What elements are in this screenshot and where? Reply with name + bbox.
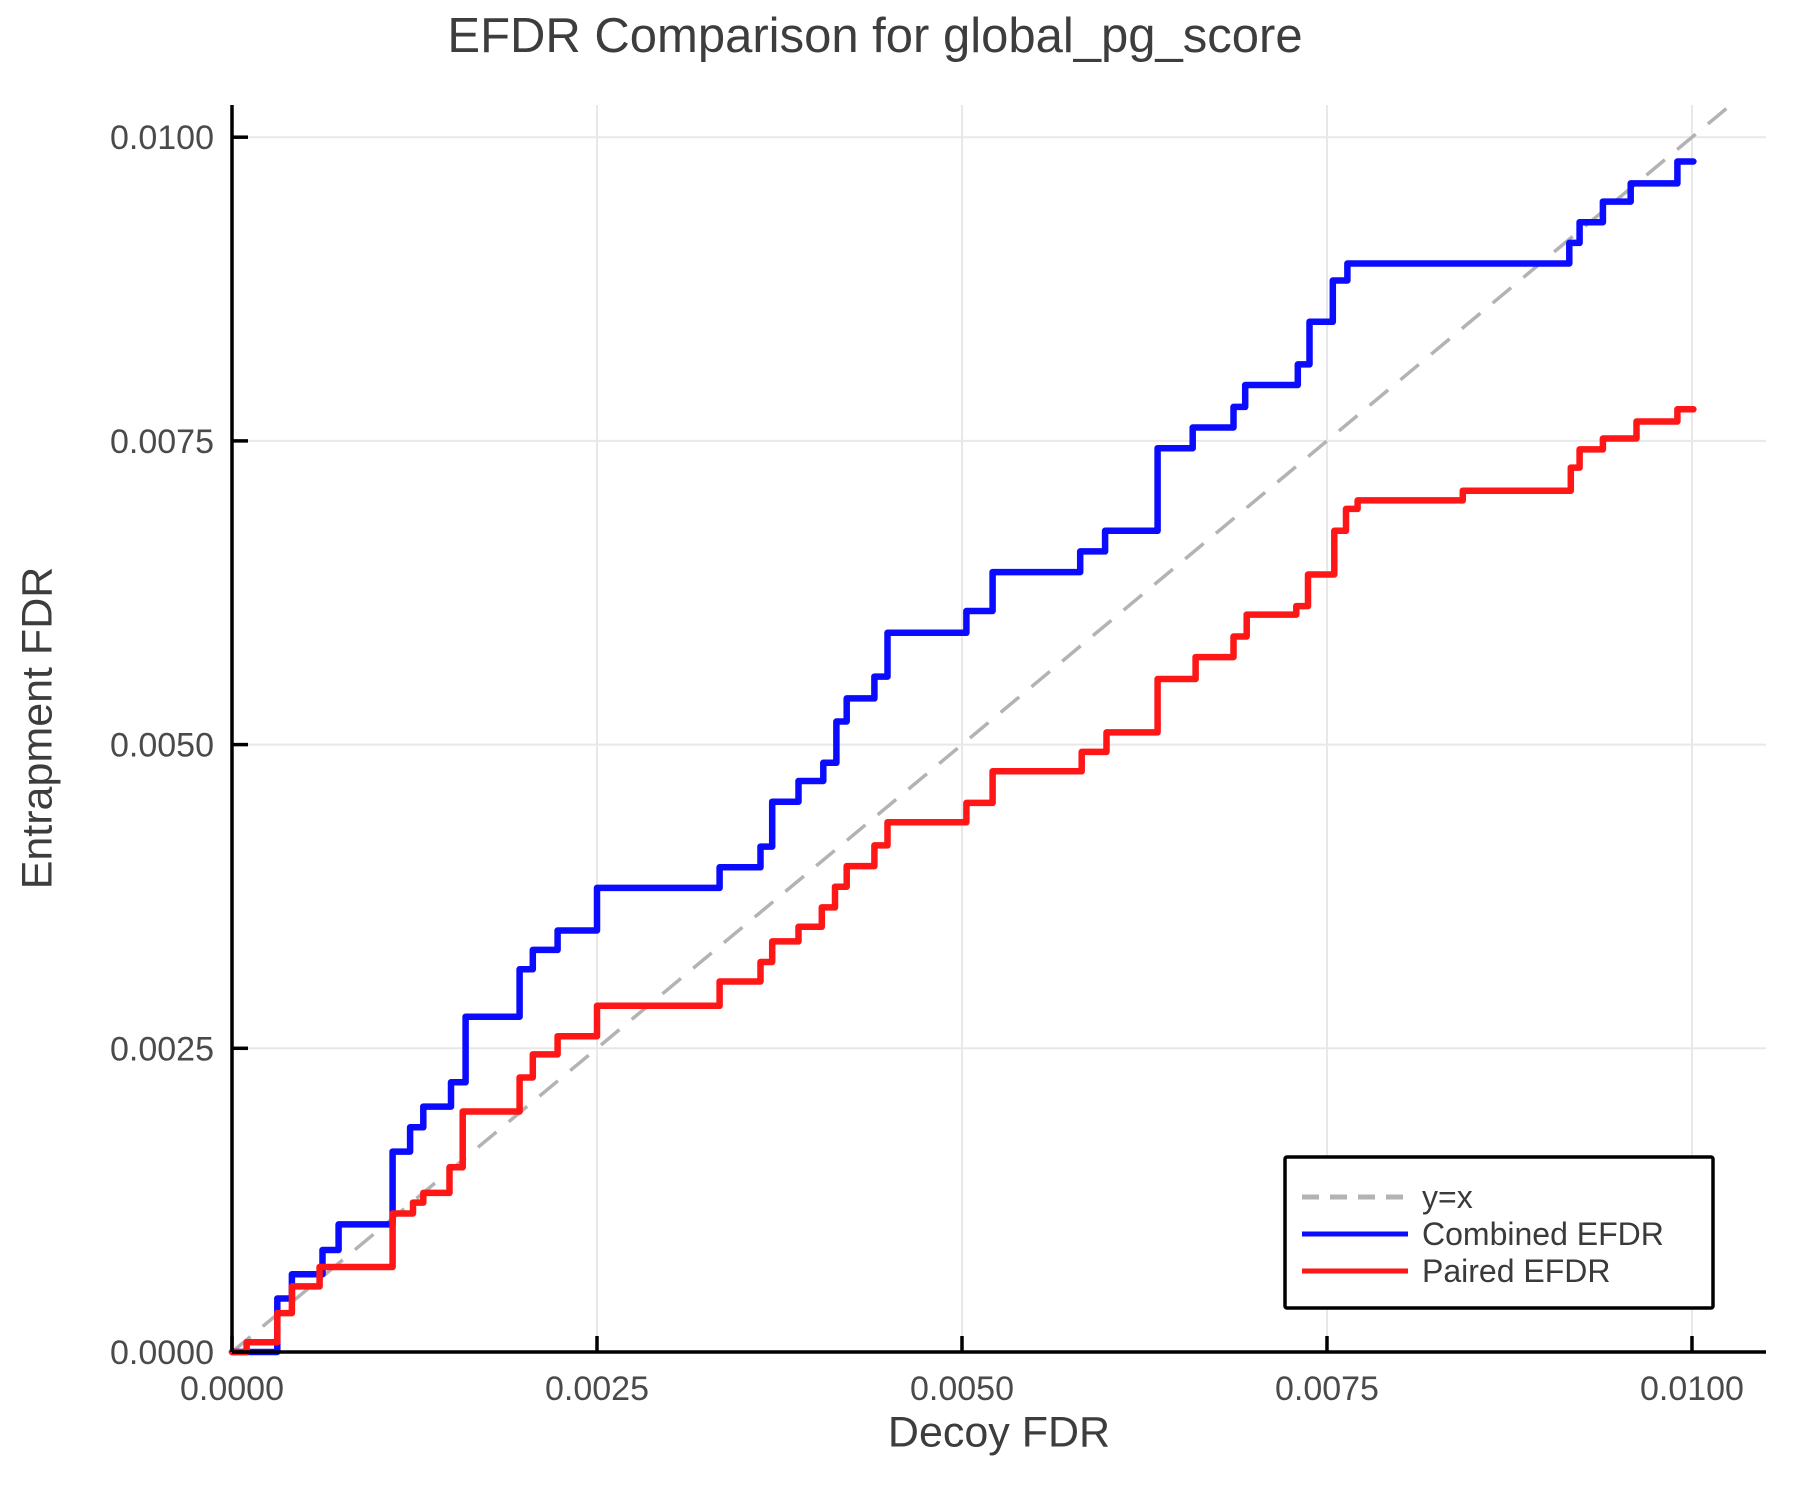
y-tick-label: 0.0100	[110, 119, 214, 157]
paired-efdr-line	[228, 406, 1697, 1356]
legend-item-label: Paired EFDR	[1422, 1253, 1611, 1289]
y-tick-label: 0.0075	[110, 423, 214, 461]
x-tick-label: 0.0000	[180, 1370, 284, 1408]
x-tick-label: 0.0025	[545, 1370, 649, 1408]
legend-item-label: y=x	[1422, 1179, 1473, 1215]
x-tick-label: 0.0075	[1275, 1370, 1379, 1408]
legend-item-label: Combined EFDR	[1422, 1216, 1664, 1252]
combined-efdr-line	[228, 158, 1697, 1356]
chart-title: EFDR Comparison for global_pg_score	[447, 9, 1303, 63]
x-axis-label: Decoy FDR	[887, 1408, 1111, 1457]
y-axis-label: Entrapment FDR	[13, 566, 62, 890]
x-tick-label: 0.0100	[1640, 1370, 1744, 1408]
y-tick-label: 0.0050	[110, 727, 214, 765]
y-tick-label: 0.0025	[110, 1030, 214, 1068]
identity-line	[230, 103, 1732, 1354]
x-tick-label: 0.0050	[910, 1370, 1014, 1408]
y-tick-label: 0.0000	[110, 1334, 214, 1372]
